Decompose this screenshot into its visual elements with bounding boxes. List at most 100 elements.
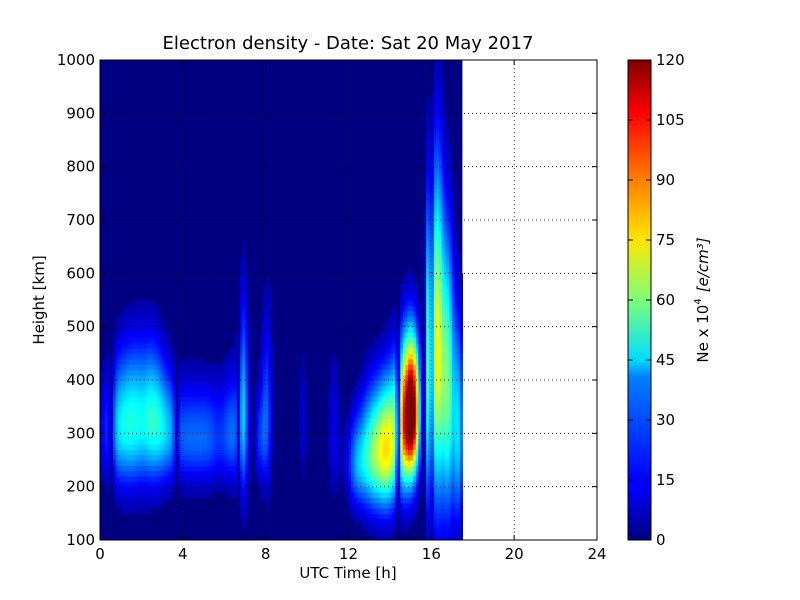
heatmap-cell xyxy=(418,310,422,317)
heatmap-cell xyxy=(436,433,440,440)
heatmap-cell xyxy=(366,513,370,520)
heatmap-cell xyxy=(353,454,357,461)
heatmap-cell xyxy=(392,412,396,418)
heatmap-cell xyxy=(389,433,394,440)
heatmap-cell xyxy=(232,433,236,440)
heatmap-cell xyxy=(107,417,111,424)
heatmap-cell xyxy=(431,465,435,472)
heatmap-cell xyxy=(444,476,448,482)
heatmap-cell xyxy=(112,428,117,434)
heatmap-cell xyxy=(144,417,148,424)
heatmap-cell xyxy=(441,428,445,434)
heatmap-cell xyxy=(423,337,427,344)
heatmap-cell xyxy=(369,518,373,525)
heatmap-cell xyxy=(208,374,212,381)
heatmap-cell xyxy=(356,460,360,466)
heatmap-cell xyxy=(260,385,264,392)
heatmap-cell xyxy=(133,486,137,493)
heatmap-cell xyxy=(151,492,155,498)
heatmap-cell xyxy=(439,81,443,88)
heatmap-cell xyxy=(446,268,451,274)
heatmap-cell xyxy=(420,401,425,408)
heatmap-cell xyxy=(454,492,458,498)
heatmap-cell xyxy=(141,465,145,472)
heatmap-cell xyxy=(402,508,407,514)
heatmap-cell xyxy=(353,476,357,482)
heatmap-cell xyxy=(428,390,432,397)
heatmap-cell xyxy=(270,380,275,386)
heatmap-cell xyxy=(446,470,451,477)
heatmap-cell xyxy=(167,342,171,349)
heatmap-cell xyxy=(175,433,179,440)
heatmap-cell xyxy=(200,417,205,424)
heatmap-cell xyxy=(141,497,145,504)
heatmap-cell xyxy=(268,374,272,381)
heatmap-cell xyxy=(371,524,375,530)
heatmap-cell xyxy=(439,177,443,184)
heatmap-cell xyxy=(452,412,456,418)
heatmap-cell xyxy=(444,518,448,525)
heatmap-cell xyxy=(242,326,246,333)
heatmap-cell xyxy=(123,502,127,509)
heatmap-cell xyxy=(413,406,417,413)
heatmap-cell xyxy=(436,508,440,514)
heatmap-cell xyxy=(351,465,355,472)
heatmap-cell xyxy=(426,172,430,178)
heatmap-cell xyxy=(198,390,202,397)
heatmap-cell xyxy=(361,374,365,381)
heatmap-cell xyxy=(351,444,355,450)
heatmap-cell xyxy=(431,417,435,424)
heatmap-cell xyxy=(208,428,212,434)
heatmap-cell xyxy=(418,422,422,429)
heatmap-cell xyxy=(454,305,458,312)
heatmap-cell xyxy=(449,454,453,461)
heatmap-cell xyxy=(242,369,246,376)
heatmap-cell xyxy=(335,486,339,493)
heatmap-cell xyxy=(185,476,189,482)
heatmap-cell xyxy=(268,433,272,440)
heatmap-cell xyxy=(338,449,342,456)
heatmap-cell xyxy=(255,412,259,418)
heatmap-cell xyxy=(433,102,438,109)
heatmap-cell xyxy=(234,337,238,344)
heatmap-cell xyxy=(255,396,259,402)
heatmap-cell xyxy=(426,396,430,402)
heatmap-cell xyxy=(356,486,360,493)
heatmap-cell xyxy=(156,412,161,418)
heatmap-cell xyxy=(413,374,417,381)
heatmap-cell xyxy=(188,422,192,429)
heatmap-cell xyxy=(301,358,306,365)
heatmap-cell xyxy=(151,396,155,402)
heatmap-cell xyxy=(457,364,461,370)
heatmap-cell xyxy=(410,321,414,328)
heatmap-cell xyxy=(208,444,212,450)
heatmap-cell xyxy=(260,460,264,466)
heatmap-cell xyxy=(446,481,451,488)
heatmap-cell xyxy=(376,481,381,488)
heatmap-cell xyxy=(439,289,443,296)
heatmap-cell xyxy=(149,438,153,445)
heatmap-cell xyxy=(400,294,404,301)
heatmap-cell xyxy=(151,374,155,381)
heatmap-cell xyxy=(376,492,381,498)
heatmap-cell xyxy=(141,337,145,344)
heatmap-cell xyxy=(449,188,453,194)
heatmap-cell xyxy=(446,534,451,540)
heatmap-cell xyxy=(167,380,171,386)
heatmap-cell xyxy=(376,529,381,536)
heatmap-cell xyxy=(133,300,137,306)
heatmap-cell xyxy=(444,284,448,290)
heatmap-cell xyxy=(426,182,430,189)
heatmap-cell xyxy=(226,390,231,397)
heatmap-cell xyxy=(301,380,306,386)
heatmap-cell xyxy=(247,316,251,322)
heatmap-cell xyxy=(190,454,194,461)
heatmap-cell xyxy=(216,417,220,424)
heatmap-cell xyxy=(167,374,171,381)
heatmap-cell xyxy=(449,310,453,317)
heatmap-cell xyxy=(423,396,427,402)
heatmap-cell xyxy=(131,332,135,338)
heatmap-cell xyxy=(384,428,388,434)
heatmap-cell xyxy=(389,460,394,466)
heatmap-cell xyxy=(439,369,443,376)
